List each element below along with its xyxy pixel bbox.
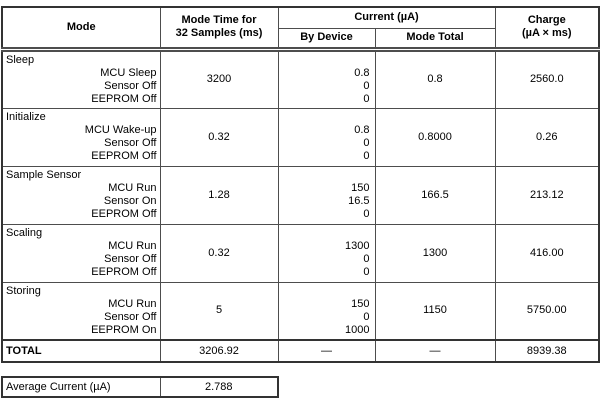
by-device-value: 0 xyxy=(363,252,370,265)
mode-time-cell: 0.32 xyxy=(159,107,279,167)
header-charge: Charge (µA × ms) xyxy=(494,6,600,52)
charge-cell: 213.12 xyxy=(494,165,600,225)
average-current-label: Average Current (µA) xyxy=(1,376,161,398)
table-row-total: TOTAL 3206.92 — — 8939.38 xyxy=(1,339,600,363)
mode-total-cell: 1300 xyxy=(374,223,496,283)
by-device-value: 0.8 xyxy=(354,123,370,136)
device-label: Sensor Off xyxy=(104,252,157,265)
mode-total-cell: 166.5 xyxy=(374,165,496,225)
by-device-value: 0 xyxy=(363,149,370,162)
mode-time-cell: 1.28 xyxy=(159,165,279,225)
device-label: Sensor On xyxy=(103,194,157,207)
average-current-value: 2.788 xyxy=(159,376,279,398)
device-label: Sensor Off xyxy=(104,79,157,92)
total-charge: 8939.38 xyxy=(494,339,600,363)
device-label: EEPROM Off xyxy=(91,265,157,278)
charge-cell: 416.00 xyxy=(494,223,600,283)
table-row-initialize: Initialize MCU Wake-up Sensor Off EEPROM… xyxy=(1,107,600,167)
by-device-cell: 150 0 1000 xyxy=(277,281,376,341)
mode-total-cell: 1150 xyxy=(374,281,496,341)
device-label: MCU Run xyxy=(108,181,157,194)
mode-name: Scaling xyxy=(6,226,43,239)
by-device-value: 0 xyxy=(363,79,370,92)
charge-cell: 5750.00 xyxy=(494,281,600,341)
table-row-sleep: Sleep MCU Sleep Sensor Off EEPROM Off 32… xyxy=(1,48,600,109)
charge-cell: 0.26 xyxy=(494,107,600,167)
mode-total-cell: 0.8 xyxy=(374,48,496,109)
device-label: MCU Sleep xyxy=(100,66,157,79)
mode-cell: Scaling MCU Run Sensor Off EEPROM Off xyxy=(1,223,161,283)
by-device-value: 1300 xyxy=(345,239,370,252)
device-label: EEPROM Off xyxy=(91,149,157,162)
by-device-value: 0 xyxy=(363,207,370,220)
device-label: EEPROM Off xyxy=(91,207,157,220)
by-device-value: 1000 xyxy=(345,323,370,336)
total-by-device: — xyxy=(277,339,376,363)
by-device-value: 16.5 xyxy=(348,194,370,207)
mode-name: Storing xyxy=(6,284,41,297)
device-label: Sensor Off xyxy=(104,310,157,323)
total-label: TOTAL xyxy=(1,339,161,363)
table-header: Mode Mode Time for 32 Samples (ms) Curre… xyxy=(1,6,600,52)
mode-cell: Storing MCU Run Sensor Off EEPROM On xyxy=(1,281,161,341)
device-label: MCU Run xyxy=(108,297,157,310)
device-label: MCU Wake-up xyxy=(84,123,157,136)
header-current: Current (µA) xyxy=(277,6,496,29)
device-label: Sensor Off xyxy=(104,136,157,149)
by-device-value: 150 xyxy=(351,297,370,310)
table-row-storing: Storing MCU Run Sensor Off EEPROM On 5 1… xyxy=(1,281,600,341)
by-device-cell: 1300 0 0 xyxy=(277,223,376,283)
by-device-value: 0 xyxy=(363,310,370,323)
table-row-scaling: Scaling MCU Run Sensor Off EEPROM Off 0.… xyxy=(1,223,600,283)
mode-total-cell: 0.8000 xyxy=(374,107,496,167)
by-device-value: 0 xyxy=(363,92,370,105)
header-by-device: By Device xyxy=(277,27,376,52)
header-mode-label: Mode xyxy=(66,20,96,33)
header-mode: Mode xyxy=(1,6,161,52)
device-label: EEPROM On xyxy=(91,323,157,336)
mode-time-cell: 3200 xyxy=(159,48,279,109)
by-device-cell: 0.8 0 0 xyxy=(277,107,376,167)
charge-cell: 2560.0 xyxy=(494,48,600,109)
mode-name: Sleep xyxy=(6,53,35,66)
by-device-value: 150 xyxy=(351,181,370,194)
mode-name: Initialize xyxy=(6,110,46,123)
header-mode-time: Mode Time for 32 Samples (ms) xyxy=(159,6,279,52)
mode-time-cell: 0.32 xyxy=(159,223,279,283)
mode-cell: Initialize MCU Wake-up Sensor Off EEPROM… xyxy=(1,107,161,167)
by-device-value: 0 xyxy=(363,136,370,149)
average-current-table: Average Current (µA) 2.788 xyxy=(1,376,279,398)
by-device-value: 0.8 xyxy=(354,66,370,79)
by-device-cell: 150 16.5 0 xyxy=(277,165,376,225)
device-label: EEPROM Off xyxy=(91,92,157,105)
by-device-cell: 0.8 0 0 xyxy=(277,48,376,109)
mode-name: Sample Sensor xyxy=(6,168,82,181)
mode-cell: Sleep MCU Sleep Sensor Off EEPROM Off xyxy=(1,48,161,109)
mode-time-cell: 5 xyxy=(159,281,279,341)
by-device-value: 0 xyxy=(363,265,370,278)
total-mode-total: — xyxy=(374,339,496,363)
table-row-sample-sensor: Sample Sensor MCU Run Sensor On EEPROM O… xyxy=(1,165,600,225)
mode-cell: Sample Sensor MCU Run Sensor On EEPROM O… xyxy=(1,165,161,225)
total-mode-time: 3206.92 xyxy=(159,339,279,363)
average-current-row: Average Current (µA) 2.788 xyxy=(1,376,279,398)
power-budget-table: Mode Mode Time for 32 Samples (ms) Curre… xyxy=(1,6,600,363)
device-label: MCU Run xyxy=(108,239,157,252)
header-mode-total: Mode Total xyxy=(374,27,496,52)
